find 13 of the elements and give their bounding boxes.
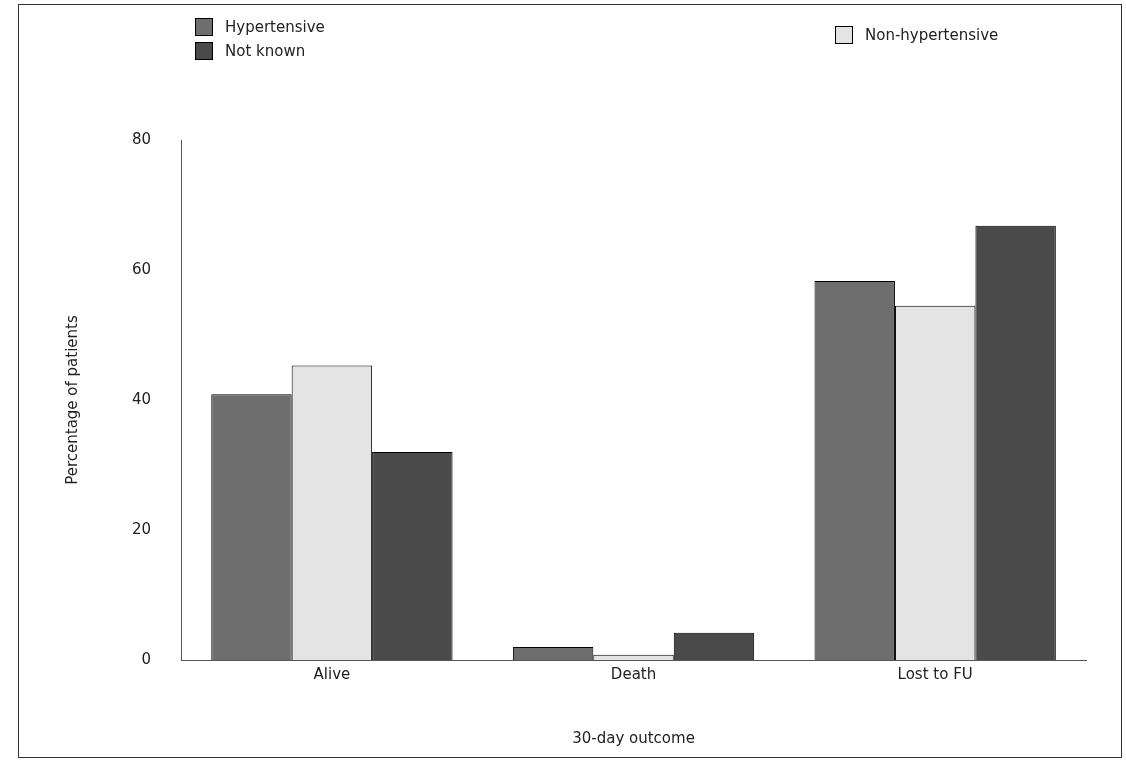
y-tick-label: 20 <box>131 519 152 538</box>
y-axis-title: Percentage of patients <box>62 315 81 485</box>
legend-label: Hypertensive <box>225 18 325 36</box>
legend-label: Non-hypertensive <box>865 26 999 44</box>
y-tick-label: 40 <box>131 389 152 408</box>
y-tick-label: 80 <box>131 129 152 148</box>
x-tick-label: Alive <box>313 664 351 683</box>
y-tick-label: 60 <box>131 259 152 278</box>
x-axis-title: 30-day outcome <box>572 728 695 747</box>
x-tick-label: Lost to FU <box>897 664 973 683</box>
y-tick-label: 0 <box>141 649 152 668</box>
legend-label: Not known <box>225 42 306 60</box>
x-tick-label: Death <box>610 664 657 683</box>
